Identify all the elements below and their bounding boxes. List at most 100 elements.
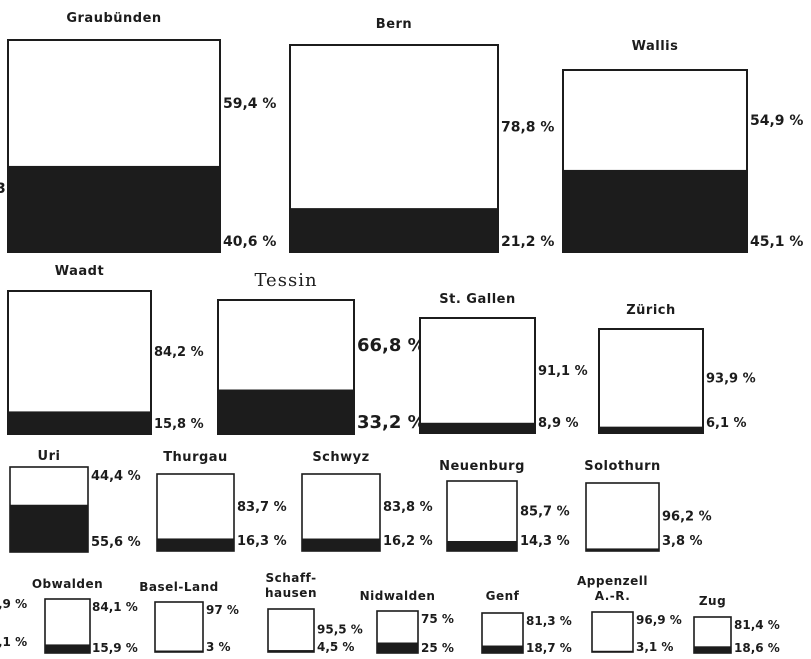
edge-fragment-2: ,1 % [0,635,27,649]
label-upper-graubuenden: 59,4 % [223,96,276,112]
panel-graubuenden: Graubünden 59,4 % 40,6 % [7,11,276,253]
bar-lower-st-gallen [420,422,535,433]
bar-lower-zug [694,646,731,653]
label-upper-genf: 81,3 % [526,614,572,628]
bar-upper-waadt [8,291,151,434]
bar-upper-obwalden [45,599,90,653]
bar-upper-neuenburg [447,481,517,551]
label-upper-st-gallen: 91,1 % [538,364,588,379]
label-upper-neuenburg: 85,7 % [520,505,570,520]
bar-outline-neuenburg [446,480,518,552]
panel-title-solothurn: Solothurn [584,459,661,474]
bar-outline-appenzell-a-r [591,611,634,653]
panel-title-uri: Uri [38,449,61,464]
bar-outline-st-gallen [419,317,536,434]
bar-outline-nidwalden [376,610,419,654]
label-upper-nidwalden: 75 % [421,612,454,626]
panel-bern: Bern 78,8 % 21,2 % [289,17,554,253]
panel-tessin: Tessin 66,8 % 33,2 % [217,270,426,435]
bar-lower-waadt [8,411,151,434]
panel-title-genf: Genf [486,589,520,603]
bar-outline-schwyz [301,473,381,552]
label-lower-thurgau: 16,3 % [237,534,287,549]
label-upper-uri: 44,4 % [91,469,141,484]
label-upper-zuerich: 93,9 % [706,371,756,386]
bar-lower-graubuenden [8,165,220,252]
panel-solothurn: Solothurn 96,2 % 3,8 % [584,459,712,552]
label-lower-graubuenden: 40,6 % [223,234,276,250]
bar-lower-solothurn [586,548,659,551]
panel-title-tessin: Tessin [254,270,317,291]
panel-title-thurgau: Thurgau [163,450,228,465]
panel-title-schaff-hausen: Schaff-hausen [265,571,317,600]
bar-outline-wallis [562,69,748,253]
panel-title-schwyz: Schwyz [312,450,369,465]
bar-outline-schaff-hausen [267,608,315,653]
label-lower-neuenburg: 14,3 % [520,534,570,549]
label-lower-st-gallen: 8,9 % [538,416,579,431]
label-upper-waadt: 84,2 % [154,345,204,360]
bar-lower-uri [10,504,88,552]
bar-lower-genf [482,645,523,653]
bar-lower-neuenburg [447,540,517,551]
bar-outline-bern [289,44,499,253]
bar-outline-solothurn [585,482,660,552]
label-upper-zug: 81,4 % [734,618,780,632]
label-upper-obwalden: 84,1 % [92,600,138,614]
label-upper-wallis: 54,9 % [750,113,803,129]
label-upper-appenzell-a-r: 96,9 % [636,613,682,627]
panel-zug: Zug 81,4 % 18,6 % [693,594,780,655]
bar-upper-zuerich [599,329,703,433]
panel-title-graubuenden: Graubünden [66,11,161,26]
bar-outline-waadt [7,290,152,435]
panel-wallis: Wallis 54,9 % 45,1 % [562,39,803,253]
label-lower-basel-land: 3 % [206,640,231,654]
panel-title-st-gallen: St. Gallen [439,292,515,307]
panel-neuenburg: Neuenburg 85,7 % 14,3 % [439,459,570,552]
label-lower-tessin: 33,2 % [357,412,426,433]
label-lower-zug: 18,6 % [734,641,780,655]
bar-outline-tessin [217,299,355,435]
panel-schwyz: Schwyz 83,8 % 16,2 % [301,450,433,552]
panel-title-bern: Bern [376,17,412,32]
label-lower-uri: 55,6 % [91,535,141,550]
bar-lower-schwyz [302,538,380,551]
label-lower-waadt: 15,8 % [154,417,204,432]
panel-title-neuenburg: Neuenburg [439,459,525,474]
label-upper-tessin: 66,8 % [357,335,426,356]
panel-zuerich: Zürich 93,9 % 6,1 % [598,303,756,434]
panel-nidwalden: Nidwalden 75 % 25 % [360,589,454,655]
panel-title-zug: Zug [699,594,726,608]
bar-lower-bern [290,208,498,252]
label-lower-solothurn: 3,8 % [662,534,703,549]
bar-upper-st-gallen [420,318,535,433]
bar-upper-basel-land [155,602,203,652]
edge-fragment-1: ,9 % [0,597,27,611]
label-lower-schaff-hausen: 4,5 % [317,640,354,654]
bar-outline-uri [9,466,89,553]
bar-lower-schaff-hausen [268,650,314,652]
label-upper-thurgau: 83,7 % [237,500,287,515]
label-lower-wallis: 45,1 % [750,234,803,250]
bar-lower-tessin [218,389,354,434]
bar-upper-solothurn [586,483,659,551]
label-upper-schwyz: 83,8 % [383,500,433,515]
bar-lower-thurgau [157,538,234,551]
panel-waadt: Waadt 84,2 % 15,8 % [7,264,204,435]
bar-outline-genf [481,612,524,654]
bar-lower-wallis [563,169,747,252]
panel-basel-land: Basel-Land 97 % 3 % [139,580,239,654]
panel-title-wallis: Wallis [632,39,679,54]
panel-uri: Uri 44,4 % 55,6 % [9,449,141,553]
bar-outline-thurgau [156,473,235,552]
panel-st-gallen: St. Gallen 91,1 % 8,9 % [419,292,588,434]
panel-title-obwalden: Obwalden [32,577,103,591]
bar-upper-schwyz [302,474,380,551]
bar-upper-thurgau [157,474,234,551]
panel-genf: Genf 81,3 % 18,7 % [481,589,572,655]
bar-upper-schaff-hausen [268,609,314,652]
label-upper-basel-land: 97 % [206,603,239,617]
label-upper-bern: 78,8 % [501,119,554,135]
